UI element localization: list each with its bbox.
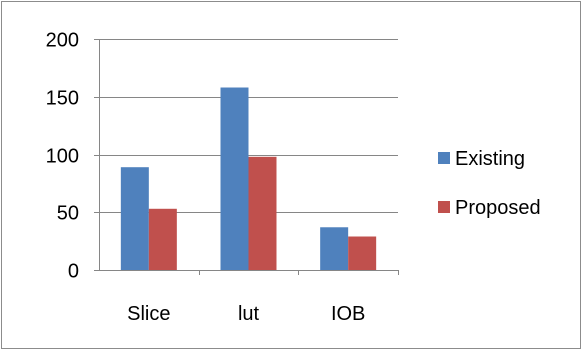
y-tick-label: 150 [46, 88, 79, 110]
y-tick-label: 0 [68, 261, 79, 283]
y-tick-label: 200 [46, 30, 79, 52]
bar-chart: 0 50 100 150 200 Slice lut IOB Existing Propose… [46, 30, 541, 326]
legend-swatch-proposed [438, 201, 450, 213]
bar-proposed-lut [248, 156, 277, 270]
bar-proposed-iob [348, 236, 377, 270]
y-tick-labels: 0 50 100 150 200 [46, 30, 79, 283]
bar-existing-slice [120, 167, 149, 270]
y-tick-label: 50 [57, 203, 79, 225]
x-tick-label: lut [238, 303, 260, 325]
bar-existing-lut [220, 87, 249, 270]
y-tick-label: 100 [46, 146, 79, 168]
x-tick-label: Slice [127, 303, 170, 325]
x-tick-labels: Slice lut IOB [127, 303, 365, 325]
chart-frame: 0 50 100 150 200 Slice lut IOB Existing Propose… [1, 1, 581, 349]
bars [120, 87, 377, 270]
legend-label-proposed: Proposed [455, 197, 541, 219]
bar-existing-iob [320, 227, 349, 270]
axes [94, 39, 399, 275]
legend-swatch-existing [438, 152, 450, 164]
legend: Existing Proposed [438, 148, 541, 219]
bar-proposed-slice [148, 208, 177, 270]
x-tick-label: IOB [331, 303, 365, 325]
legend-label-existing: Existing [455, 148, 525, 170]
